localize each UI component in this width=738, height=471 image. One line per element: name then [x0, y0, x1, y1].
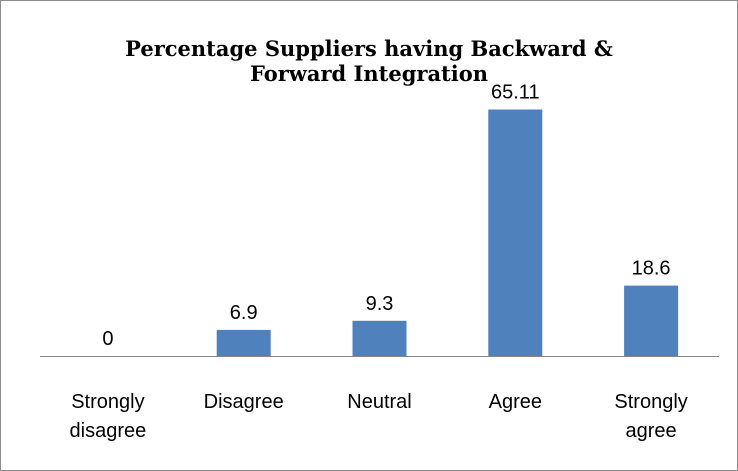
x-tick-label-4-line-1: Strongly [614, 391, 687, 413]
x-tick-label-1-line-1: Disagree [204, 391, 284, 413]
data-label-2: 9.3 [366, 293, 394, 315]
chart-title-line-1: Percentage Suppliers having Backward & [125, 36, 613, 61]
x-tick-label-4-line-2: agree [626, 420, 677, 442]
bar-2 [352, 320, 407, 356]
bar-3 [488, 109, 543, 356]
chart-title-line-2: Forward Integration [249, 61, 489, 86]
x-tick-label-3-line-1: Agree [489, 391, 542, 413]
data-label-3: 65.11 [491, 82, 540, 104]
bar-4 [624, 285, 679, 356]
x-tick-label-0-line-1: Strongly [71, 391, 144, 413]
x-tick-label-0-line-2: disagree [70, 420, 147, 442]
data-label-0: 0 [102, 328, 113, 350]
bars-layer [216, 109, 679, 356]
chart-title: Percentage Suppliers having Backward & F… [0, 36, 738, 86]
x-tick-label-2-line-1: Neutral [347, 391, 411, 413]
data-label-4: 18.6 [632, 258, 671, 280]
labels-layer: 0 Strongly disagree 6.9 Disagree 9.3 Neutral 65… [70, 82, 688, 443]
bar-1 [216, 329, 271, 356]
data-label-1: 6.9 [230, 302, 258, 324]
